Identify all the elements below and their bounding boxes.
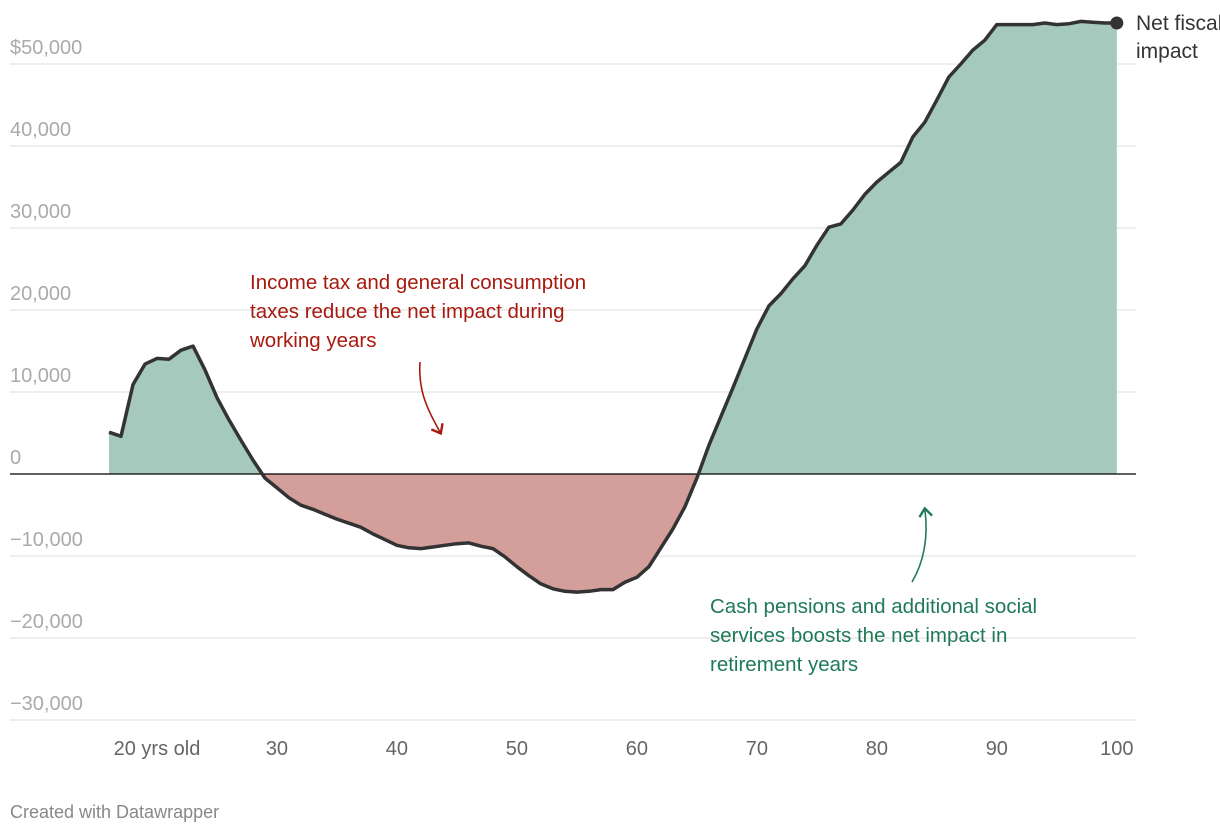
footer: Created with Datawrapper [10,802,220,822]
annotation: Income tax and general consumption taxes… [250,271,587,352]
x-tick-label: 20 yrs old [114,738,201,760]
series-label: Net fiscal impact [1136,12,1220,63]
y-tick-label: $50,000 [10,37,82,59]
annotation: Cash pensions and additional social serv… [710,595,1038,676]
y-tick-label: −30,000 [10,693,83,715]
x-tick-label: 50 [506,738,528,760]
y-tick-label: 10,000 [10,365,71,387]
y-tick-label: 0 [10,447,21,469]
x-tick-label: 100 [1100,738,1133,760]
line [108,19,1117,594]
y-tick-label: 20,000 [10,283,71,305]
x-tick-label: 30 [266,738,288,760]
area-positive [109,21,1117,474]
annotation-arrow [911,506,933,583]
area-negative [109,474,1117,593]
x-tick-label: 40 [386,738,408,760]
annotation-arrow [418,361,444,436]
y-tick-label: 40,000 [10,119,71,141]
end-dot [1110,16,1124,30]
x-tick-label: 70 [746,738,768,760]
x-tick-label: 80 [866,738,888,760]
y-tick-label: −20,000 [10,611,83,633]
y-tick-label: 30,000 [10,201,71,223]
x-tick-label: 90 [986,738,1008,760]
x-tick-label: 60 [626,738,648,760]
y-tick-label: −10,000 [10,529,83,551]
